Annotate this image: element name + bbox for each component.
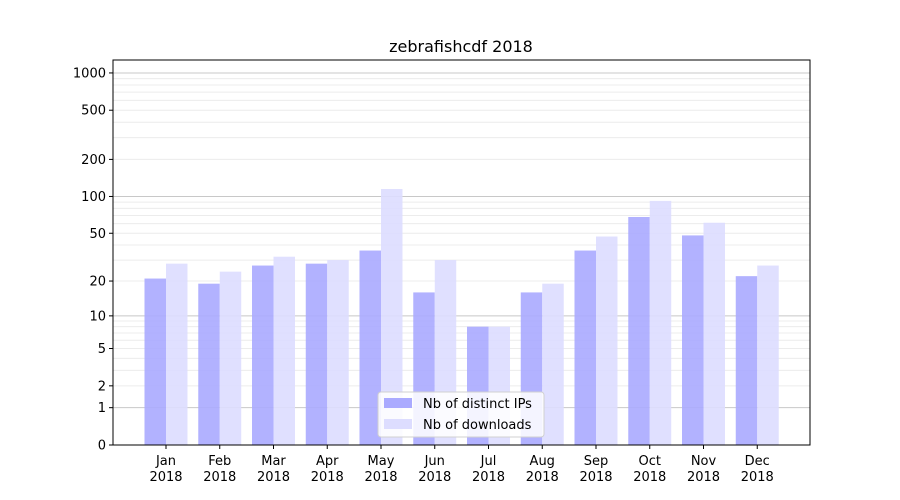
x-tick-label: Oct 2018: [633, 454, 666, 485]
y-tick-label: 1000: [73, 66, 106, 81]
bar-distinct-ips: [359, 250, 381, 445]
bar-distinct-ips: [198, 283, 220, 445]
bar-downloads: [166, 263, 188, 445]
y-tick-label: 0: [98, 439, 106, 454]
legend-swatch: [384, 398, 412, 408]
bar-downloads: [327, 260, 349, 445]
x-tick-label: Feb 2018: [203, 454, 236, 485]
bar-downloads: [649, 200, 672, 445]
y-tick-label: 2: [98, 379, 106, 394]
bar-downloads: [757, 265, 779, 445]
x-tick-label: May 2018: [364, 454, 397, 485]
bar-distinct-ips: [682, 235, 704, 445]
bar-distinct-ips: [574, 250, 596, 445]
bar-downloads: [596, 236, 618, 445]
bar-distinct-ips: [252, 265, 274, 445]
x-tick-label: Sep 2018: [579, 454, 612, 485]
y-tick-label: 5: [98, 342, 106, 357]
legend-swatch: [384, 419, 412, 429]
legend: Nb of distinct IPs Nb of downloads: [377, 391, 545, 438]
bar-distinct-ips: [628, 216, 650, 445]
legend-label: Nb of distinct IPs: [423, 397, 532, 412]
y-tick-label: 1: [98, 401, 106, 416]
y-tick-label: 200: [81, 153, 106, 168]
x-tick-label: Apr 2018: [311, 454, 344, 485]
x-tick-label: Aug 2018: [526, 454, 559, 485]
bar-distinct-ips: [305, 263, 328, 445]
bar-downloads: [542, 283, 564, 445]
x-tick-label: Mar 2018: [257, 454, 290, 485]
bar-downloads: [219, 271, 242, 445]
legend-box: [377, 391, 545, 438]
x-tick-label: Dec 2018: [741, 454, 774, 485]
bar-downloads: [703, 222, 725, 445]
y-tick-label: 10: [89, 309, 106, 324]
x-tick-label: Nov 2018: [687, 454, 720, 485]
y-tick-label: 100: [81, 190, 106, 205]
legend-label: Nb of downloads: [423, 418, 532, 433]
x-tick-label: Jun 2018: [418, 454, 451, 485]
bar-distinct-ips: [735, 276, 758, 445]
bar-downloads: [273, 256, 295, 445]
y-tick-label: 500: [81, 104, 106, 119]
x-tick-label: Jul 2018: [472, 454, 505, 485]
chart-title: zebrafishcdf 2018: [389, 37, 533, 56]
bar-distinct-ips: [144, 278, 166, 445]
plot-frame: [112, 59, 811, 446]
y-tick-label: 50: [89, 227, 106, 242]
bar-downloads: [381, 189, 403, 445]
y-tick-label: 20: [89, 275, 106, 290]
x-tick-label: Jan 2018: [149, 454, 182, 485]
